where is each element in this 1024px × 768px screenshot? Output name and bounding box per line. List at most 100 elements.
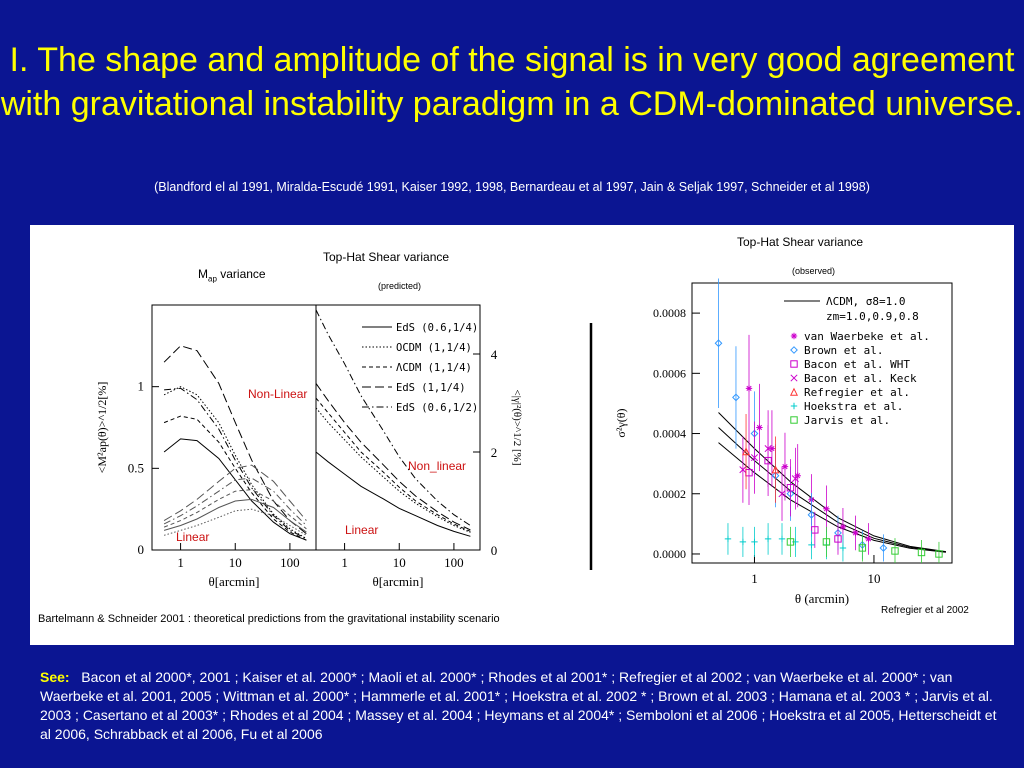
map-series-line-6 — [163, 477, 307, 526]
map-x-tick-label: 100 — [280, 555, 300, 570]
observed-point — [839, 523, 847, 531]
map-series-line-2 — [164, 387, 307, 540]
observed-point — [808, 541, 815, 549]
observed-point — [714, 339, 723, 348]
observed-point — [756, 424, 763, 431]
tophat-predicted-sub: (predicted) — [378, 281, 422, 291]
observed-x-tick-label: 10 — [867, 571, 880, 586]
tophat-legend-label-0: EdS (0.6,1/4) — [396, 322, 478, 334]
tophat-series-line-0 — [315, 451, 471, 537]
observed-y-tick-label: 0.0002 — [653, 487, 686, 501]
observed-point — [745, 385, 753, 392]
observed-point — [750, 454, 759, 462]
observed-point — [822, 538, 831, 546]
map-series-line-5 — [163, 464, 307, 522]
slide-title: I. The shape and amplitude of the signal… — [0, 41, 1024, 123]
observed-point — [852, 529, 859, 537]
nonlinear-label-right: Non_linear — [408, 459, 467, 473]
see-label: See: — [40, 669, 70, 685]
observed-legend-marker-6 — [790, 416, 798, 424]
observed-point — [739, 538, 747, 546]
map-y-axis-label: <M²ap(θ)>^1/2[%] — [95, 382, 109, 474]
map-y-tick-label: 0.5 — [128, 460, 144, 475]
tophat-predicted-title: Top-Hat Shear variance — [323, 250, 450, 264]
observed-point — [811, 526, 819, 534]
tophat-plot-frame — [315, 304, 481, 551]
nonlinear-label-left: Non-Linear — [248, 387, 308, 401]
observed-legend-label-4: Refregier et al. — [804, 386, 910, 399]
observed-plot-frame — [691, 282, 953, 564]
tophat-x-tick-label: 10 — [393, 555, 406, 570]
see-text: Bacon et al 2000*, 2001 ; Kaiser et al. … — [40, 669, 997, 742]
observed-legend-label-1: Brown et al. — [804, 344, 883, 357]
tophat-legend-label-1: OCDM (1,1/4) — [396, 342, 472, 354]
observed-point — [879, 544, 888, 552]
observed-point — [858, 544, 867, 552]
observed-legend-marker-5 — [790, 402, 798, 410]
observed-x-axis-label: θ (arcmin) — [795, 591, 849, 606]
observed-point — [786, 538, 795, 546]
tophat-series-line-2 — [315, 397, 471, 532]
observed-legend-label-0: van Waerbeke et al. — [804, 330, 930, 343]
observed-point — [781, 463, 789, 470]
tophat-x-tick-label: 100 — [444, 555, 464, 570]
observed-point — [764, 535, 772, 543]
observed-point — [778, 535, 786, 543]
map-y-tick-label: 0 — [138, 542, 145, 557]
observed-model-curve-0 — [718, 412, 946, 553]
observed-point — [834, 535, 842, 543]
observed-point — [724, 535, 732, 543]
observed-legend-model-1: ΛCDM, σ8=1.0 — [826, 295, 905, 308]
linear-label-right: Linear — [345, 523, 379, 537]
observed-legend-model-2: zm=1.0,0.9,0.8 — [826, 310, 919, 323]
observed-legend-label-2: Bacon et al. WHT — [804, 358, 910, 371]
tophat-series-line-3 — [315, 383, 471, 531]
observed-point — [739, 466, 747, 474]
observed-point — [742, 447, 751, 456]
observed-legend-marker-3 — [790, 374, 798, 382]
observed-point — [807, 510, 816, 519]
observed-point — [935, 550, 943, 558]
tophat-y-tick-label: 0 — [491, 543, 498, 558]
map-series-line-9 — [163, 508, 307, 536]
observed-point — [917, 548, 926, 557]
observed-y-axis-label: σ²γ(θ) — [614, 408, 628, 437]
observed-legend-label-5: Hoekstra et al. — [804, 400, 903, 413]
tophat-observed-title: Top-Hat Shear variance — [737, 235, 864, 249]
observed-point — [891, 547, 899, 555]
observed-legend-label-6: Jarvis et al. — [804, 414, 890, 427]
tophat-observed-sub: (observed) — [792, 266, 836, 276]
map-series-line-8 — [163, 498, 307, 533]
map-series-line-0 — [163, 345, 307, 535]
tophat-x-tick-label: 1 — [341, 555, 348, 570]
observed-y-tick-label: 0.0006 — [653, 366, 686, 380]
map-y-tick-label: 1 — [138, 379, 145, 394]
tophat-x-axis-label: θ[arcmin] — [373, 574, 424, 589]
observed-point — [732, 393, 740, 402]
observed-y-tick-label: 0.0004 — [653, 427, 686, 441]
map-series-line-4 — [163, 438, 307, 541]
observed-point — [764, 445, 772, 453]
map-x-tick-label: 1 — [177, 555, 184, 570]
observed-y-tick-label: 0.0008 — [653, 306, 686, 320]
tophat-legend-label-4: EdS (0.6,1/2) — [396, 402, 478, 414]
tophat-series-line-4 — [315, 309, 471, 526]
map-x-tick-label: 10 — [229, 555, 242, 570]
tophat-y-tick-label: 4 — [491, 347, 498, 362]
observed-point — [791, 475, 799, 483]
tophat-y-tick-label: 2 — [491, 445, 498, 460]
observed-point — [823, 505, 830, 513]
observed-x-tick-label: 1 — [751, 571, 758, 586]
refregier-credit: Refregier et al 2002 — [881, 605, 969, 616]
observed-legend-marker-1 — [790, 346, 798, 354]
tophat-legend-label-3: EdS (1,1/4) — [396, 382, 466, 394]
tophat-y-axis-label: <|γ|²(θ)>^1/2 [%] — [511, 389, 523, 465]
observed-legend-marker-0 — [790, 332, 798, 340]
observed-legend-marker-4 — [789, 387, 799, 396]
slide-citation: (Blandford el al 1991, Miralda-Escudé 19… — [154, 180, 870, 194]
observed-point — [786, 484, 795, 492]
map-x-axis-label: θ[arcmin] — [209, 574, 260, 589]
map-series-line-3 — [163, 415, 307, 541]
map-series-line-1 — [163, 386, 307, 540]
observed-point — [778, 490, 786, 498]
